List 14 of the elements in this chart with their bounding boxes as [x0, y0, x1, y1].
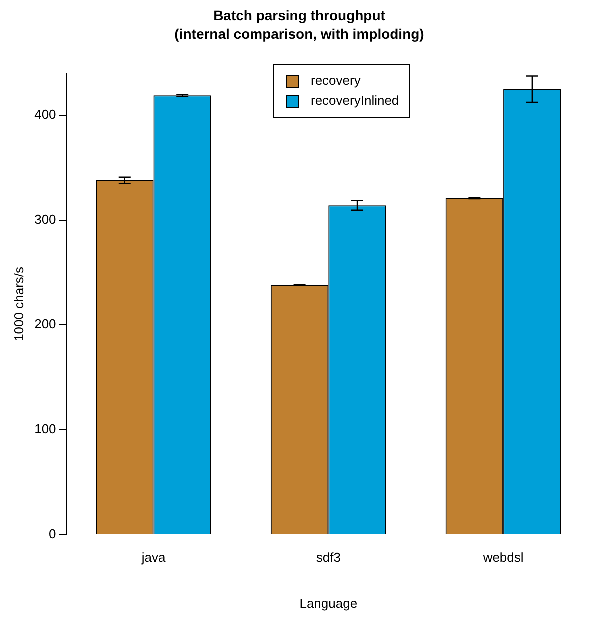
legend-label: recovery — [311, 72, 361, 90]
y-tick-label: 100 — [34, 422, 56, 437]
x-axis-title: Language — [300, 596, 358, 611]
y-tick-label: 300 — [34, 212, 56, 227]
y-tick-label: 200 — [34, 316, 56, 332]
chart-title: Batch parsing throughput — [214, 7, 386, 24]
x-tick-label: sdf3 — [316, 550, 341, 566]
legend-label: recoveryInlined — [311, 92, 400, 110]
x-tick-label: java — [140, 550, 166, 566]
y-tick-label: 400 — [34, 107, 56, 122]
y-tick-label: 0 — [49, 526, 56, 542]
x-tick-label: webdsl — [482, 550, 524, 566]
chart-subtitle: (internal comparison, with imploding) — [174, 26, 424, 42]
y-axis-title: 1000 chars/s — [11, 266, 26, 342]
